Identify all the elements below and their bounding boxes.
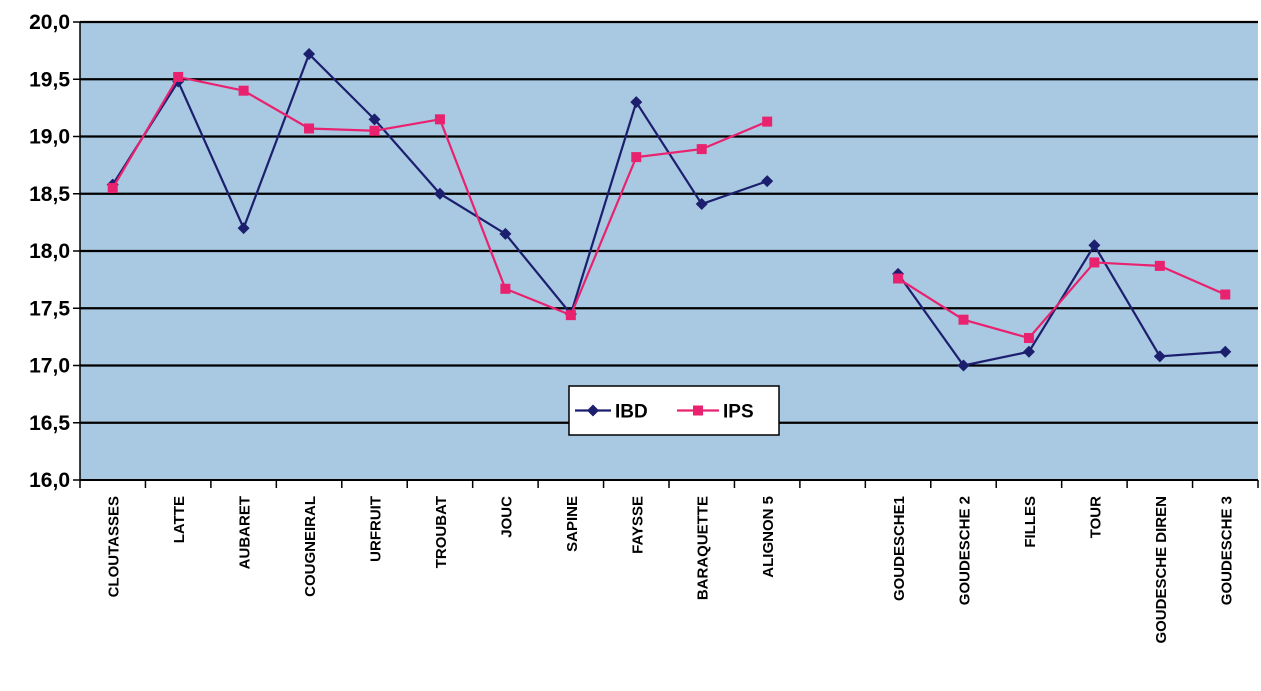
data-point-ibd (957, 359, 970, 372)
legend-marker-ibd (587, 404, 599, 417)
data-point-ips (238, 85, 249, 96)
data-point-ibd (237, 222, 250, 235)
x-tick-label: URFRUIT (368, 496, 385, 562)
y-tick-label: 17,0 (29, 355, 70, 378)
y-tick-label: 18,5 (29, 183, 70, 206)
data-point-ibd (1153, 350, 1166, 363)
x-tick-label: BARAQUETTE (695, 496, 712, 600)
gridlines (80, 20, 1258, 424)
data-point-ips (500, 283, 511, 294)
data-point-ibd (433, 187, 446, 200)
data-point-ibd (1088, 239, 1101, 252)
data-point-ips (434, 114, 445, 125)
y-tick-label: 19,5 (29, 68, 70, 91)
x-tick-label: GOUDESCHE 3 (1218, 496, 1235, 605)
series-line-ibd (897, 243, 1226, 367)
x-tick-label: FILLES (1022, 496, 1039, 548)
data-point-ibd (1219, 345, 1232, 358)
y-tick-label: 19,0 (29, 126, 70, 149)
x-axis: CLOUTASSES LATTE AUBARET COUGNEIRAL URFRUIT T… (79, 479, 1259, 644)
x-tick-label: FAYSSE (629, 496, 646, 554)
data-point-ips (107, 183, 118, 194)
data-point-ips (1089, 257, 1100, 268)
y-tick-label: 18,0 (29, 240, 70, 263)
data-point-ibd (303, 48, 316, 61)
x-tick-label: COUGNEIRAL (302, 496, 319, 597)
x-tick-label: GOUDESCHE DIREN (1153, 496, 1170, 644)
data-point-ips (369, 125, 380, 136)
data-point-ips (762, 116, 773, 127)
x-tick-label: GOUDESCHE1 (891, 496, 908, 601)
data-point-ips (1220, 289, 1231, 300)
data-point-ibd (761, 175, 774, 188)
x-tick-label: GOUDESCHE 2 (957, 496, 974, 605)
legend: IBD IPS (568, 385, 780, 436)
legend-label-ips: IPS (723, 402, 754, 423)
data-point-ibd (1022, 345, 1035, 358)
x-tick-label: JOUC (498, 496, 515, 538)
data-point-ibd (368, 113, 381, 126)
x-tick-label: TROUBAT (433, 496, 450, 568)
data-point-ips (565, 310, 576, 321)
x-tick-label: ALIGNON 5 (760, 496, 777, 578)
x-tick-label: AUBARET (237, 496, 254, 569)
series-line-ips (897, 261, 1226, 340)
x-tick-label: SAPINE (564, 496, 581, 552)
data-point-ibd (499, 227, 512, 240)
data-point-ips (696, 144, 707, 155)
data-point-ips (893, 273, 904, 284)
y-tick-label: 16,5 (29, 412, 70, 435)
y-tick-label: 16,0 (29, 469, 70, 492)
series-group (106, 48, 1232, 372)
data-point-ips (1023, 333, 1034, 344)
data-point-ibd (630, 96, 643, 109)
x-tick-label: CLOUTASSES (106, 496, 123, 597)
data-point-ibd (695, 198, 708, 211)
x-tick-label: LATTE (171, 496, 188, 543)
legend-marker-ips (693, 405, 703, 416)
y-tick-label: 17,5 (29, 297, 70, 320)
legend-label-ibd: IBD (615, 402, 648, 423)
data-point-ips (958, 314, 969, 325)
data-point-ips (173, 71, 184, 82)
y-tick-label: 20,0 (29, 11, 70, 34)
data-point-ips (1154, 260, 1165, 271)
data-point-ips (631, 152, 642, 163)
x-tick-label: TOUR (1087, 496, 1104, 538)
y-axis: 16,0 16,5 17,0 17,5 18,0 18,5 19,0 19,5 20,0 (29, 11, 81, 492)
data-point-ips (304, 123, 315, 134)
